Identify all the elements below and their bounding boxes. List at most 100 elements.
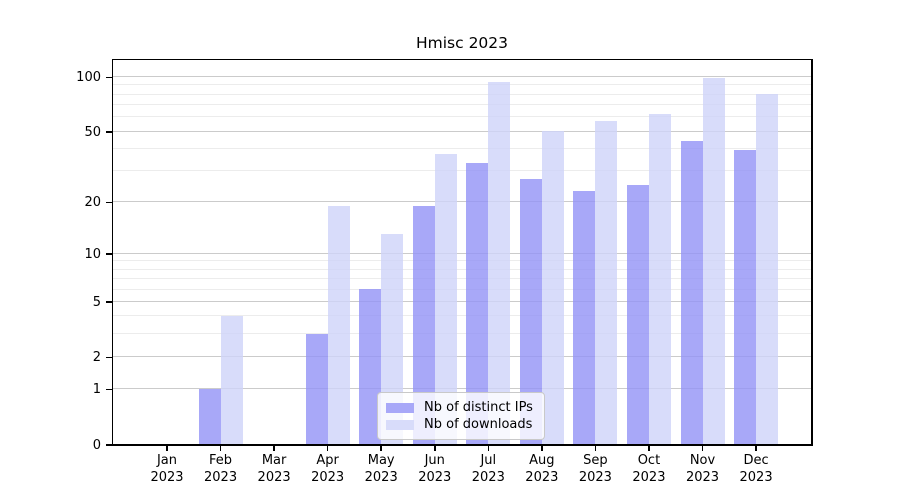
x-tick-label: Dec 2023 [726, 453, 786, 486]
x-tick-year: 2023 [685, 469, 720, 485]
bar-downloads-oct [648, 114, 671, 444]
x-tick-label: Sep 2023 [565, 453, 625, 486]
x-tick-year: 2023 [739, 469, 773, 485]
gridline-major [113, 356, 811, 358]
x-tick-label: Aug 2023 [512, 453, 572, 486]
bar-downloads-sep [595, 120, 618, 444]
gridline-major [113, 300, 811, 302]
x-tick-month: Dec [743, 453, 769, 468]
bar-downloads-jul [488, 82, 511, 444]
x-tick-label: Nov 2023 [673, 453, 733, 486]
x-tick-year: 2023 [204, 469, 238, 485]
axis-spine-right [811, 60, 813, 446]
x-tick-mark [701, 445, 704, 451]
x-tick-mark [166, 445, 168, 451]
x-tick-year: 2023 [150, 469, 184, 485]
x-tick-month: Aug [529, 453, 555, 468]
legend: Nb of distinct IPs Nb of downloads [377, 392, 545, 440]
x-tick-mark [755, 445, 757, 451]
x-tick-year: 2023 [632, 469, 666, 485]
y-tick-mark [105, 301, 112, 303]
x-tick-month: Mar [261, 453, 287, 468]
x-tick-month: May [367, 453, 395, 468]
x-tick-month: Nov [689, 453, 716, 468]
gridline-minor [113, 260, 811, 262]
bar-ips-aug [519, 178, 542, 444]
gridline-major [113, 388, 811, 390]
x-tick-year: 2023 [471, 469, 505, 485]
bar-downloads-nov [702, 78, 725, 444]
x-tick-mark [326, 445, 329, 451]
y-tick-label: 100 [76, 70, 101, 86]
x-tick-label: Apr 2023 [298, 453, 358, 486]
y-tick-label: 20 [84, 195, 101, 211]
bar-downloads-dec [756, 94, 779, 444]
gridline-minor [113, 288, 811, 290]
y-tick-label: 50 [84, 124, 101, 140]
x-tick-month: Feb [209, 453, 233, 468]
x-tick-label: Oct 2023 [619, 453, 679, 486]
chart-title: Hmisc 2023 [415, 34, 509, 52]
x-tick-label: Feb 2023 [191, 453, 251, 486]
legend-label: Nb of distinct IPs [424, 400, 533, 415]
x-tick-label: Jan 2023 [137, 453, 197, 486]
bar-ips-nov [680, 141, 703, 444]
bar-ips-apr [305, 333, 328, 444]
x-tick-label: May 2023 [351, 453, 411, 486]
y-tick-label: 2 [92, 350, 101, 366]
x-tick-month: Sep [583, 453, 608, 468]
x-tick-mark [273, 445, 275, 451]
bar-downloads-may [381, 233, 404, 444]
axis-spine-top [111, 58, 813, 60]
x-tick-month: Jan [156, 453, 178, 468]
gridline-minor [113, 116, 811, 118]
legend-item: Nb of downloads [386, 417, 535, 433]
bar-ips-jul [466, 163, 489, 444]
gridline-minor [113, 147, 811, 149]
y-tick-label: 5 [92, 294, 101, 310]
bar-ips-oct [626, 184, 649, 444]
gridline-major [113, 130, 811, 132]
axis-spine-left [111, 60, 113, 446]
y-tick-label: 0 [92, 437, 101, 453]
x-tick-label: Jul 2023 [458, 453, 518, 486]
x-tick-year: 2023 [364, 469, 398, 485]
gridline-minor [113, 315, 811, 317]
x-tick-label: Jun 2023 [405, 453, 465, 486]
gridline-minor [113, 333, 811, 335]
y-tick-mark [105, 356, 112, 359]
y-tick-mark [105, 253, 112, 255]
x-tick-year: 2023 [578, 469, 612, 485]
x-tick-month: Jul [480, 453, 497, 468]
x-tick-month: Jun [424, 453, 445, 468]
x-tick-year: 2023 [418, 469, 452, 485]
gridline-minor [113, 84, 811, 86]
x-tick-mark [487, 445, 490, 451]
legend-swatch [386, 403, 414, 413]
gridline-minor [113, 277, 811, 279]
y-tick-mark [105, 444, 112, 446]
y-tick-label: 10 [84, 246, 101, 262]
legend-label: Nb of downloads [424, 417, 533, 432]
x-tick-mark [434, 445, 436, 451]
bar-downloads-feb [220, 315, 243, 444]
x-tick-mark [594, 445, 597, 451]
gridline-minor [113, 170, 811, 172]
x-tick-month: Apr [316, 453, 339, 468]
x-tick-year: 2023 [257, 469, 291, 485]
x-tick-mark [380, 445, 382, 451]
bar-ips-dec [734, 150, 757, 444]
y-tick-mark [105, 131, 112, 133]
gridline-minor [113, 93, 811, 95]
x-tick-mark [648, 445, 650, 451]
plot-area [113, 60, 811, 444]
bar-ips-feb [198, 388, 221, 444]
y-tick-mark [105, 76, 112, 79]
legend-item: Nb of distinct IPs [386, 400, 535, 416]
gridline-major [113, 201, 811, 203]
bar-downloads-jun [434, 154, 457, 444]
y-tick-mark [105, 201, 112, 204]
legend-swatch [386, 420, 414, 430]
gridline-major [113, 252, 811, 254]
